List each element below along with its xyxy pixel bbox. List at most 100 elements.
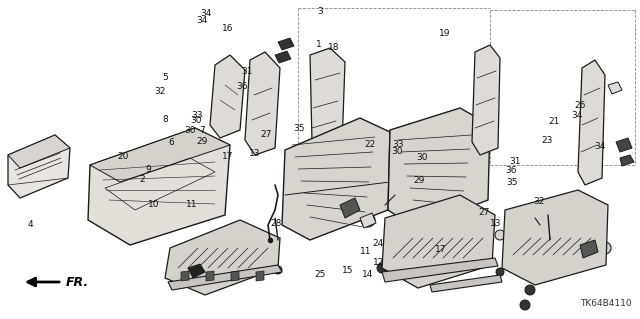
Text: 5: 5 [163, 73, 168, 82]
Polygon shape [278, 38, 294, 50]
Polygon shape [310, 48, 345, 155]
Polygon shape [8, 135, 70, 198]
Circle shape [587, 113, 597, 123]
Text: 31: 31 [241, 67, 253, 76]
Text: 33: 33 [392, 140, 404, 149]
Polygon shape [256, 271, 264, 281]
Circle shape [319, 94, 331, 106]
Circle shape [218, 194, 226, 202]
Text: FR.: FR. [66, 276, 89, 288]
Text: 21: 21 [548, 117, 560, 126]
Polygon shape [165, 220, 280, 295]
Text: 29: 29 [196, 137, 207, 146]
Circle shape [317, 187, 327, 197]
Text: 27: 27 [478, 208, 490, 217]
Text: 17: 17 [435, 245, 446, 254]
Polygon shape [616, 138, 632, 152]
Polygon shape [168, 265, 282, 290]
Text: 4: 4 [28, 220, 33, 229]
Polygon shape [282, 118, 390, 240]
Circle shape [555, 233, 565, 243]
Polygon shape [8, 135, 70, 168]
Text: 14: 14 [362, 271, 374, 279]
Circle shape [361, 213, 375, 227]
Text: 16: 16 [222, 24, 234, 33]
Circle shape [356, 196, 368, 208]
Polygon shape [382, 258, 498, 282]
Circle shape [313, 170, 323, 180]
Circle shape [303, 195, 313, 205]
Text: 2: 2 [140, 175, 145, 184]
Polygon shape [430, 275, 502, 292]
Text: 11: 11 [186, 200, 198, 209]
Text: 26: 26 [574, 101, 586, 110]
Circle shape [325, 200, 335, 210]
Polygon shape [578, 60, 605, 185]
Text: 34: 34 [572, 111, 583, 120]
Text: 30: 30 [190, 116, 202, 125]
Polygon shape [620, 155, 634, 166]
Circle shape [293, 210, 303, 220]
Circle shape [285, 163, 295, 173]
Text: 23: 23 [541, 137, 553, 145]
Text: 13: 13 [249, 149, 260, 158]
Text: 32: 32 [154, 87, 166, 96]
Polygon shape [245, 52, 280, 155]
Circle shape [505, 220, 515, 230]
Polygon shape [275, 51, 291, 63]
Text: 30: 30 [184, 126, 196, 135]
Polygon shape [90, 128, 230, 182]
Text: 6: 6 [169, 138, 174, 147]
Circle shape [568, 244, 576, 252]
Polygon shape [88, 128, 230, 245]
Text: 28: 28 [271, 219, 282, 228]
Text: 10: 10 [148, 200, 159, 209]
Text: 29: 29 [413, 176, 425, 185]
Text: 36: 36 [236, 82, 248, 91]
Text: 15: 15 [342, 266, 353, 275]
Text: 17: 17 [222, 152, 234, 161]
Polygon shape [388, 108, 490, 228]
Polygon shape [608, 82, 622, 94]
Text: 35: 35 [506, 178, 518, 187]
Text: 33: 33 [191, 111, 203, 120]
Text: 35: 35 [294, 124, 305, 133]
Polygon shape [580, 240, 598, 258]
Circle shape [377, 263, 387, 273]
Text: TK64B4110: TK64B4110 [580, 299, 632, 308]
Circle shape [495, 230, 505, 240]
Circle shape [496, 268, 504, 276]
Text: 31: 31 [509, 157, 521, 166]
Text: 24: 24 [372, 239, 383, 248]
Circle shape [483, 237, 493, 247]
Polygon shape [382, 195, 495, 288]
Circle shape [274, 266, 282, 274]
Circle shape [256, 104, 268, 116]
Text: 1: 1 [316, 40, 321, 48]
Text: 7: 7 [200, 126, 205, 135]
Text: 30: 30 [417, 153, 428, 162]
Text: 19: 19 [439, 29, 451, 38]
Circle shape [473, 210, 483, 220]
Polygon shape [340, 198, 360, 218]
Polygon shape [231, 271, 239, 281]
Text: 32: 32 [533, 197, 545, 206]
Text: 12: 12 [372, 258, 384, 267]
Circle shape [485, 220, 495, 230]
Polygon shape [210, 55, 245, 138]
Text: 34: 34 [196, 16, 208, 25]
Polygon shape [206, 271, 214, 281]
Circle shape [599, 242, 611, 254]
Text: 3: 3 [317, 7, 323, 16]
Text: 13: 13 [490, 219, 502, 228]
Text: 22: 22 [364, 140, 376, 149]
Circle shape [520, 300, 530, 310]
Circle shape [295, 185, 305, 195]
Text: 18: 18 [328, 43, 339, 52]
Circle shape [287, 175, 297, 185]
Polygon shape [502, 190, 608, 285]
Polygon shape [360, 213, 376, 228]
Text: 9: 9 [146, 165, 151, 174]
Text: 34: 34 [595, 142, 606, 151]
Text: 30: 30 [391, 147, 403, 156]
